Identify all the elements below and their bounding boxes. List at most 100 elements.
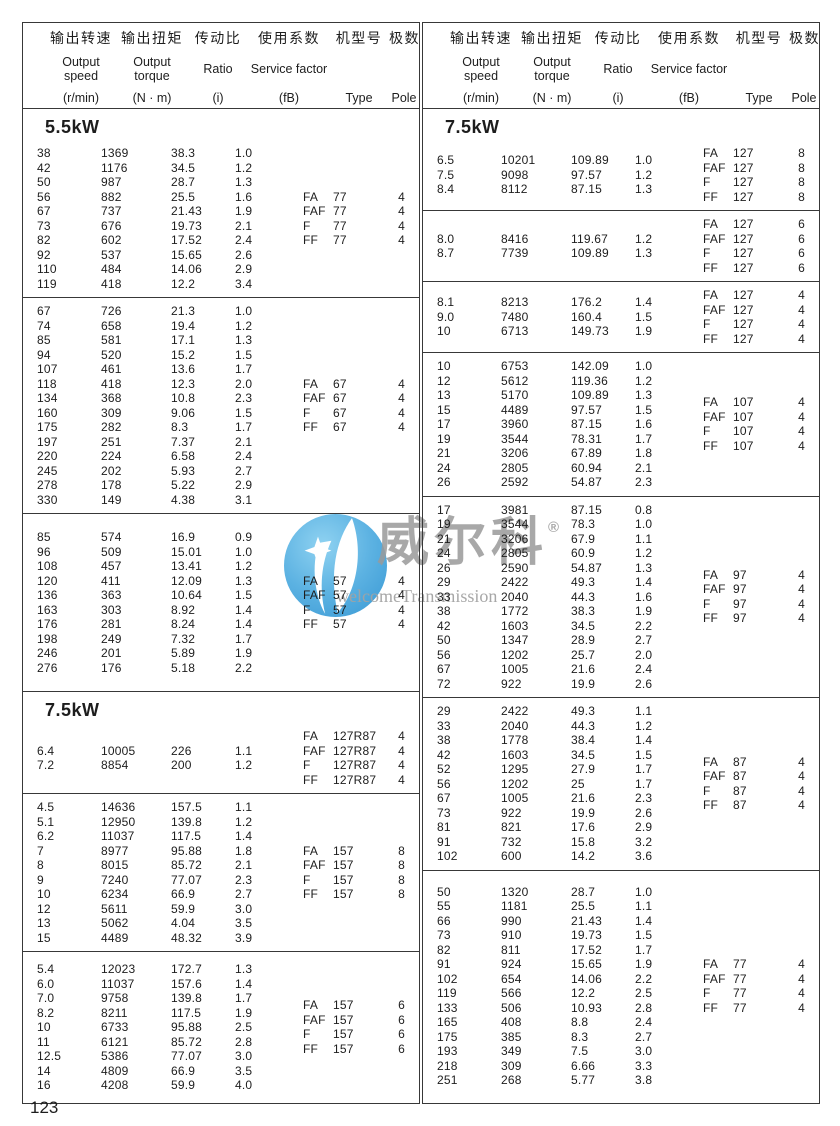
- cell-output-torque: 1005: [501, 662, 529, 676]
- cell-service-factor: 2.6: [635, 805, 653, 820]
- cell-ratio: 226: [171, 743, 192, 758]
- cell-ratio: 85.72: [171, 1034, 203, 1049]
- header-zh: 传动比: [594, 30, 642, 46]
- type-model: 127R87: [333, 743, 377, 758]
- cell-service-factor: 2.6: [635, 676, 653, 691]
- cell-ratio: 21.43: [571, 913, 603, 928]
- type-model: 157: [333, 872, 354, 887]
- column-header-output-speed: 输出转速 Output speed (r/min): [45, 23, 117, 108]
- cell-output-torque: 7739: [501, 246, 529, 260]
- cell-ratio: 157.6: [171, 976, 203, 991]
- spec-row: 56 1202 25 1.7: [437, 777, 703, 792]
- spec-row: 11 6121 85.72 2.8: [37, 1035, 303, 1050]
- cell-ratio: 28.7: [171, 175, 196, 189]
- cell-output-speed: 73: [437, 928, 451, 942]
- type-model: 107: [733, 409, 754, 424]
- cell-ratio: 34.5: [571, 618, 596, 633]
- spec-row: 26 2590 54.87 1.3: [437, 561, 703, 576]
- type-model: 127R87: [333, 729, 377, 743]
- header-zh: 输出扭矩: [521, 30, 583, 46]
- cell-ratio: 10.64: [171, 588, 203, 602]
- cell-pole: 4: [798, 1000, 805, 1015]
- cell-ratio: 7.37: [171, 434, 196, 449]
- cell-output-torque: 3981: [501, 502, 529, 517]
- type-pole-line: F 157 6: [303, 1027, 405, 1042]
- cell-output-torque: 7480: [501, 309, 529, 324]
- cell-output-torque: 6234: [101, 887, 129, 901]
- type-model: 87: [733, 798, 747, 813]
- cell-output-torque: 12023: [101, 962, 136, 976]
- type-series-prefix: FAF: [703, 160, 726, 175]
- cell-ratio: 15.8: [571, 834, 596, 849]
- type-series-prefix: FF: [303, 617, 319, 631]
- cell-output-torque: 1603: [501, 618, 529, 633]
- type-pole-line: F 127 6: [703, 246, 805, 261]
- cell-output-speed: 13: [437, 388, 451, 402]
- cell-output-torque: 4489: [501, 402, 529, 417]
- cell-service-factor: 1.6: [235, 189, 253, 204]
- cell-service-factor: 2.5: [635, 986, 653, 1000]
- header-en: Ratio: [203, 61, 233, 76]
- cell-ratio: 16.9: [171, 530, 196, 544]
- header-unit: Pole: [391, 91, 417, 105]
- cell-service-factor: 1.1: [635, 531, 653, 546]
- cell-service-factor: 1.4: [635, 913, 653, 928]
- cell-output-torque: 268: [501, 1073, 522, 1087]
- header-en: Output torque: [133, 55, 171, 83]
- cell-output-torque: 14636: [101, 800, 136, 814]
- cell-output-speed: 7.2: [37, 758, 55, 772]
- spec-row: 330 149 4.38 3.1: [37, 493, 303, 508]
- cell-output-torque: 7240: [101, 872, 129, 887]
- type-model: 77: [333, 204, 347, 218]
- spec-rows: 5.4 12023 172.7 1.3 6.0 11037 157.6 1.4 …: [23, 962, 303, 1093]
- type-model: 127: [733, 260, 754, 275]
- type-pole-line: F 77 4: [303, 219, 405, 234]
- cell-output-speed: 38: [437, 733, 451, 747]
- type-series-prefix: F: [703, 424, 711, 439]
- cell-service-factor: 3.0: [635, 1044, 653, 1058]
- spec-row: 82 811 17.52 1.7: [437, 943, 703, 958]
- cell-output-speed: 73: [437, 805, 451, 820]
- cell-service-factor: 1.7: [235, 631, 253, 646]
- header-zh: 机型号: [735, 30, 783, 46]
- spec-row: 33 2040 44.3 1.6: [437, 590, 703, 605]
- type-model: 127R87: [333, 772, 377, 787]
- cell-service-factor: 1.2: [235, 160, 253, 175]
- cell-output-speed: 7.0: [37, 991, 55, 1005]
- cell-output-torque: 5386: [101, 1049, 129, 1063]
- spec-rows: 85 574 16.9 0.9 96 509 15.01 1.0 108 457…: [23, 530, 303, 675]
- spec-row: 8.1 8213 176.2 1.4: [437, 295, 703, 310]
- spec-row: 24 2805 60.9 1.2: [437, 546, 703, 561]
- type-series-prefix: FA: [703, 395, 719, 410]
- cell-service-factor: 1.2: [235, 758, 253, 772]
- cell-output-torque: 6733: [101, 1020, 129, 1034]
- cell-ratio: 34.5: [171, 160, 196, 175]
- header-unit: (N · m): [532, 91, 572, 105]
- spec-row: 198 249 7.32 1.7: [37, 632, 303, 647]
- spec-row: 85 574 16.9 0.9: [37, 530, 303, 545]
- cell-output-speed: 10: [437, 324, 451, 339]
- cell-pole: 6: [398, 998, 405, 1013]
- cell-ratio: 95.88: [171, 843, 203, 858]
- type-model: 157: [333, 858, 354, 872]
- type-pole-list: FA 127 6 FAF 127 6 F 127 6 FF 127 6: [703, 217, 805, 275]
- cell-ratio: 85.72: [171, 858, 203, 872]
- spec-row: 8 8015 85.72 2.1: [37, 858, 303, 873]
- cell-service-factor: 1.4: [635, 575, 653, 589]
- cell-ratio: 139.8: [171, 991, 203, 1005]
- cell-output-torque: 201: [101, 646, 122, 660]
- cell-service-factor: 1.0: [235, 544, 253, 559]
- spec-row: 107 461 13.6 1.7: [37, 362, 303, 377]
- cell-pole: 8: [798, 146, 805, 160]
- spec-row: 120 411 12.09 1.3: [37, 574, 303, 589]
- type-model: 77: [333, 189, 347, 204]
- cell-pole: 4: [798, 302, 805, 317]
- cell-ratio: 14.2: [571, 849, 596, 863]
- spec-row: 29 2422 49.3 1.4: [437, 575, 703, 590]
- cell-output-speed: 91: [437, 957, 451, 971]
- type-model: 127: [733, 189, 754, 204]
- type-pole-line: FA 127 4: [703, 288, 805, 303]
- cell-ratio: 12.2: [171, 276, 196, 291]
- cell-service-factor: 1.0: [635, 517, 653, 531]
- cell-output-torque: 922: [501, 805, 522, 820]
